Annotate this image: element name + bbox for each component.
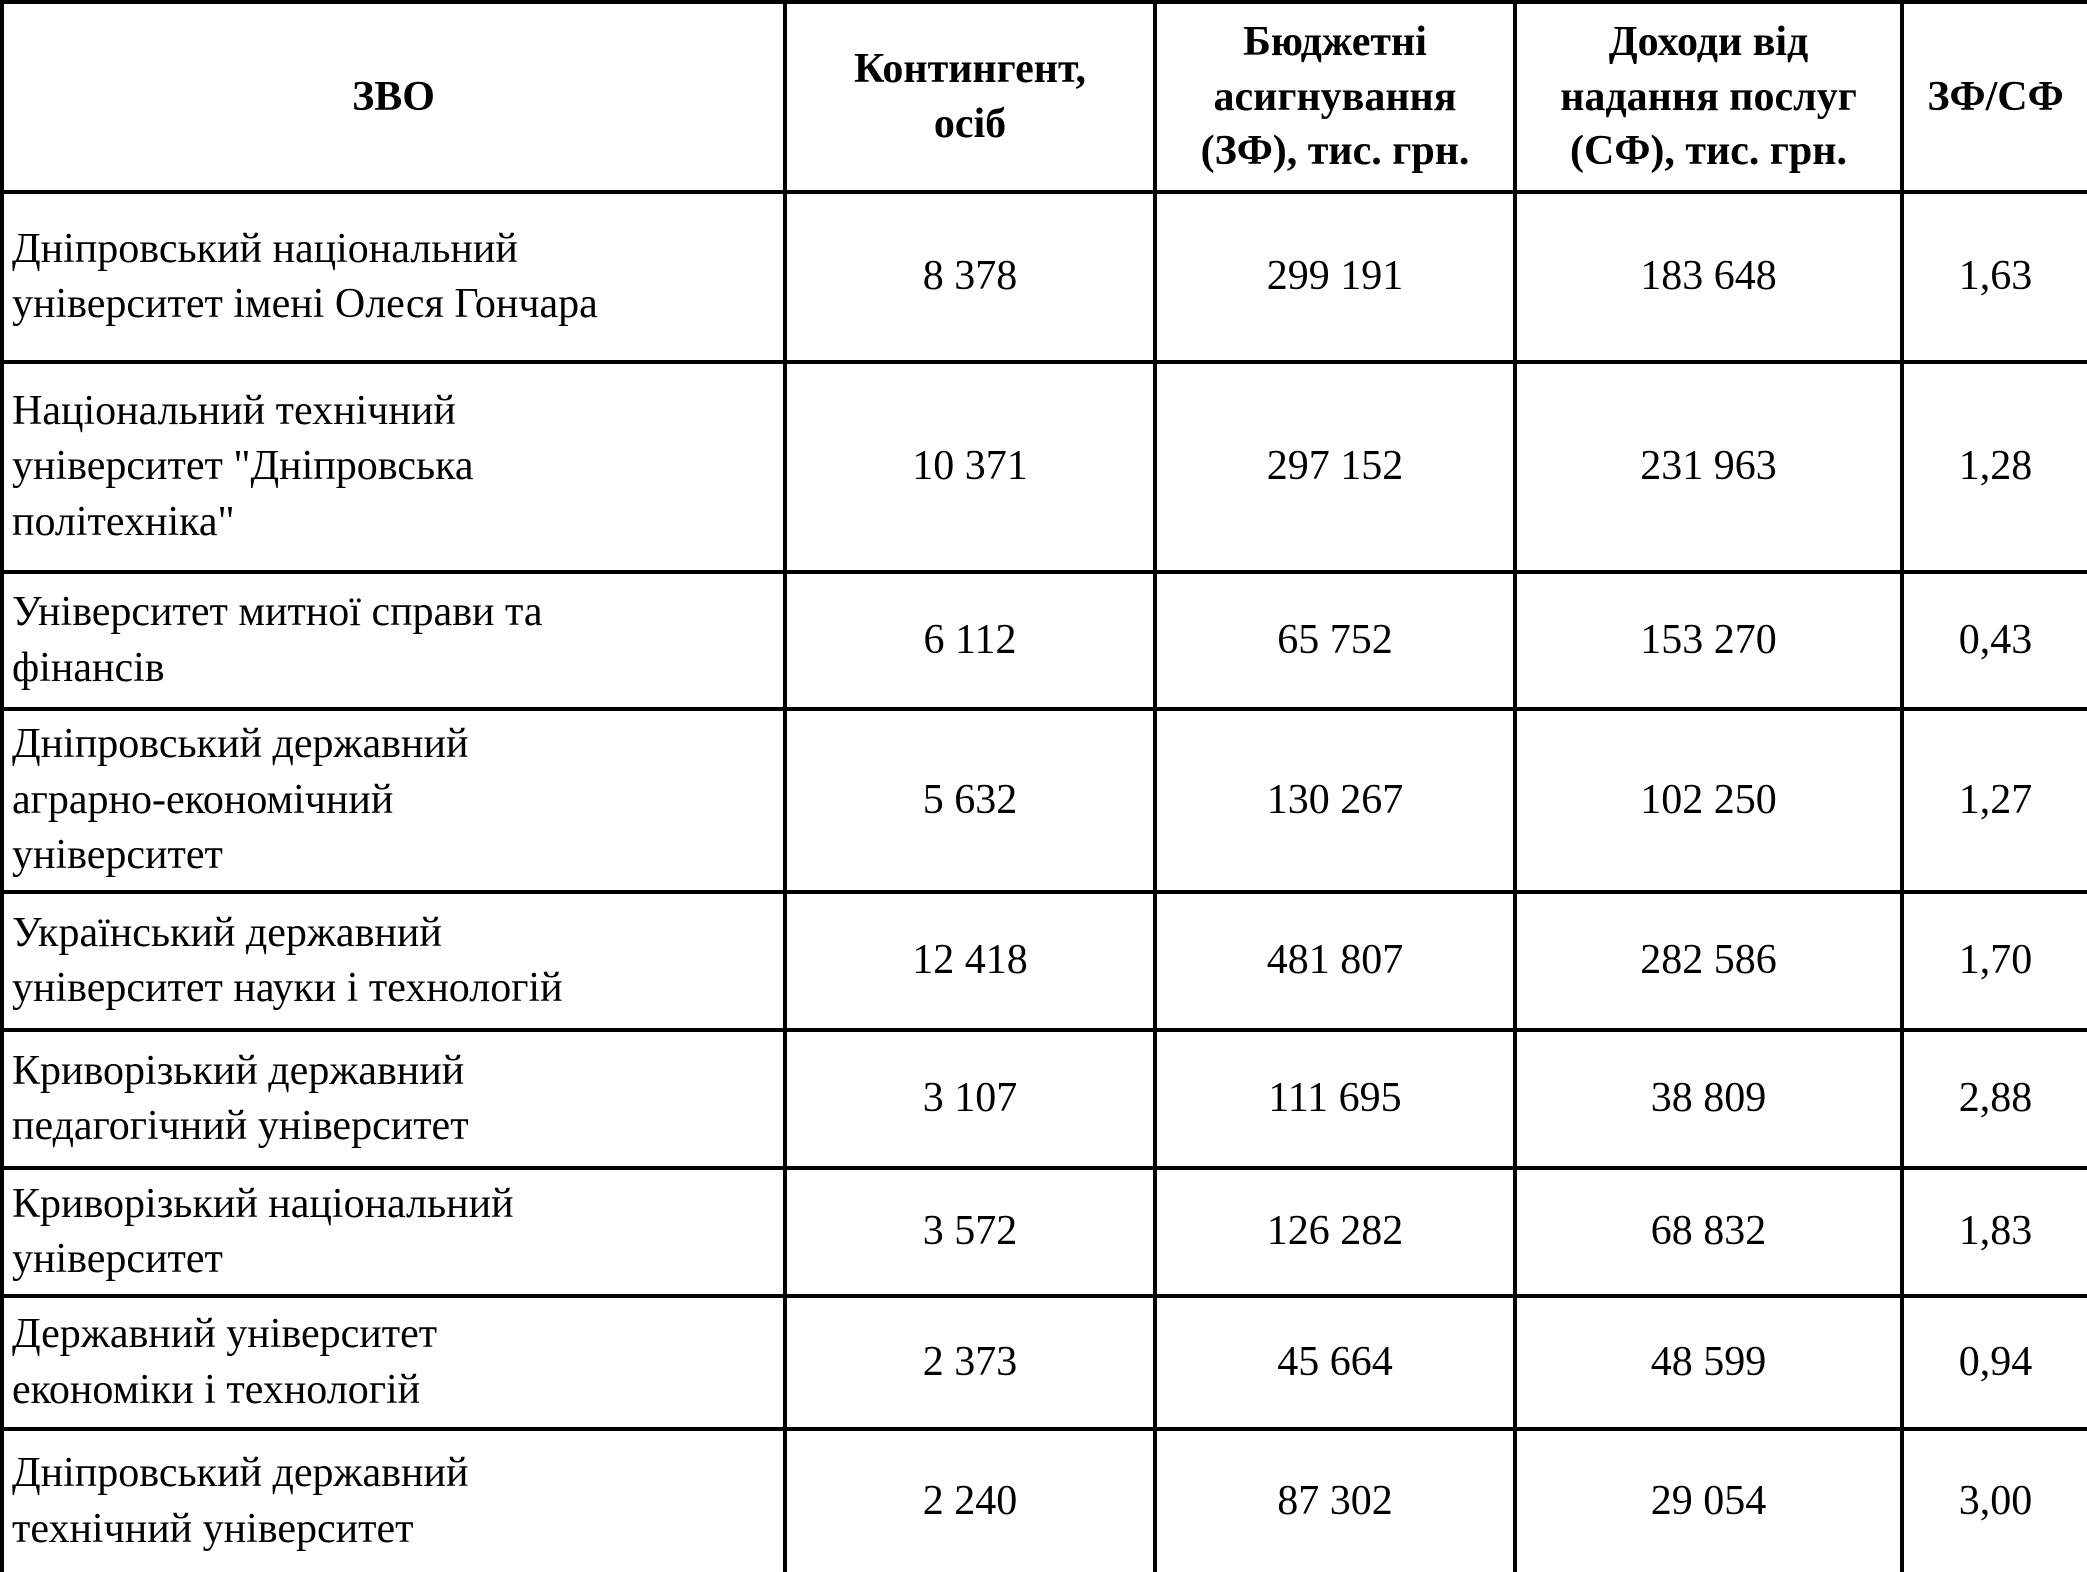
income-cell: 231 963	[1513, 360, 1904, 574]
column-header-contingent: Контингент, осіб	[783, 0, 1157, 194]
table-row: Університет митної справи та фінансів 6 …	[0, 570, 2087, 711]
budget-cell: 45 664	[1153, 1294, 1517, 1431]
contingent-cell: 8 378	[783, 190, 1157, 364]
table-row: Дніпровський національний університет ім…	[0, 190, 2087, 364]
column-header-ratio: ЗФ/СФ	[1900, 0, 2087, 194]
table-row: Криворізький національний університет 3 …	[0, 1166, 2087, 1298]
ratio-cell: 1,28	[1900, 360, 2087, 574]
table-row: Національний технічний університет "Дніп…	[0, 360, 2087, 574]
budget-cell: 126 282	[1153, 1166, 1517, 1298]
income-cell: 102 250	[1513, 707, 1904, 894]
ratio-cell: 3,00	[1900, 1427, 2087, 1572]
column-header-service-income: Доходи від надання послуг (СФ), тис. грн…	[1513, 0, 1904, 194]
column-header-zvo: ЗВО	[0, 0, 787, 194]
table-row: Державний університет економіки і технол…	[0, 1294, 2087, 1431]
income-cell: 38 809	[1513, 1028, 1904, 1170]
budget-cell: 481 807	[1153, 890, 1517, 1032]
header-row: ЗВО Контингент, осіб Бюджетні асигнуванн…	[0, 0, 2087, 194]
university-name-cell: Криворізький національний університет	[0, 1166, 787, 1298]
contingent-cell: 12 418	[783, 890, 1157, 1032]
income-cell: 29 054	[1513, 1427, 1904, 1572]
university-name-cell: Дніпровський національний університет ім…	[0, 190, 787, 364]
income-cell: 153 270	[1513, 570, 1904, 711]
contingent-cell: 10 371	[783, 360, 1157, 574]
university-name-cell: Дніпровський державний технічний універс…	[0, 1427, 787, 1572]
income-cell: 68 832	[1513, 1166, 1904, 1298]
column-header-budget-allocations: Бюджетні асигнування (ЗФ), тис. грн.	[1153, 0, 1517, 194]
budget-cell: 87 302	[1153, 1427, 1517, 1572]
income-cell: 183 648	[1513, 190, 1904, 364]
income-cell: 282 586	[1513, 890, 1904, 1032]
contingent-cell: 6 112	[783, 570, 1157, 711]
table-row: Український державний університет науки …	[0, 890, 2087, 1032]
budget-cell: 299 191	[1153, 190, 1517, 364]
ratio-cell: 1,27	[1900, 707, 2087, 894]
university-name-cell: Криворізький державний педагогічний унів…	[0, 1028, 787, 1170]
budget-cell: 111 695	[1153, 1028, 1517, 1170]
contingent-cell: 3 572	[783, 1166, 1157, 1298]
ratio-cell: 0,94	[1900, 1294, 2087, 1431]
ratio-cell: 1,70	[1900, 890, 2087, 1032]
university-name-cell: Український державний університет науки …	[0, 890, 787, 1032]
budget-cell: 65 752	[1153, 570, 1517, 711]
contingent-cell: 5 632	[783, 707, 1157, 894]
budget-cell: 297 152	[1153, 360, 1517, 574]
budget-cell: 130 267	[1153, 707, 1517, 894]
contingent-cell: 2 240	[783, 1427, 1157, 1572]
ratio-cell: 2,88	[1900, 1028, 2087, 1170]
ratio-cell: 1,63	[1900, 190, 2087, 364]
table-row: Дніпровський державний технічний універс…	[0, 1427, 2087, 1572]
university-name-cell: Національний технічний університет "Дніп…	[0, 360, 787, 574]
table-row: Дніпровський державний аграрно-економічн…	[0, 707, 2087, 894]
ratio-cell: 1,83	[1900, 1166, 2087, 1298]
income-cell: 48 599	[1513, 1294, 1904, 1431]
university-name-cell: Дніпровський державний аграрно-економічн…	[0, 707, 787, 894]
university-name-cell: Державний університет економіки і технол…	[0, 1294, 787, 1431]
university-name-cell: Університет митної справи та фінансів	[0, 570, 787, 711]
contingent-cell: 2 373	[783, 1294, 1157, 1431]
table-row: Криворізький державний педагогічний унів…	[0, 1028, 2087, 1170]
contingent-cell: 3 107	[783, 1028, 1157, 1170]
ratio-cell: 0,43	[1900, 570, 2087, 711]
